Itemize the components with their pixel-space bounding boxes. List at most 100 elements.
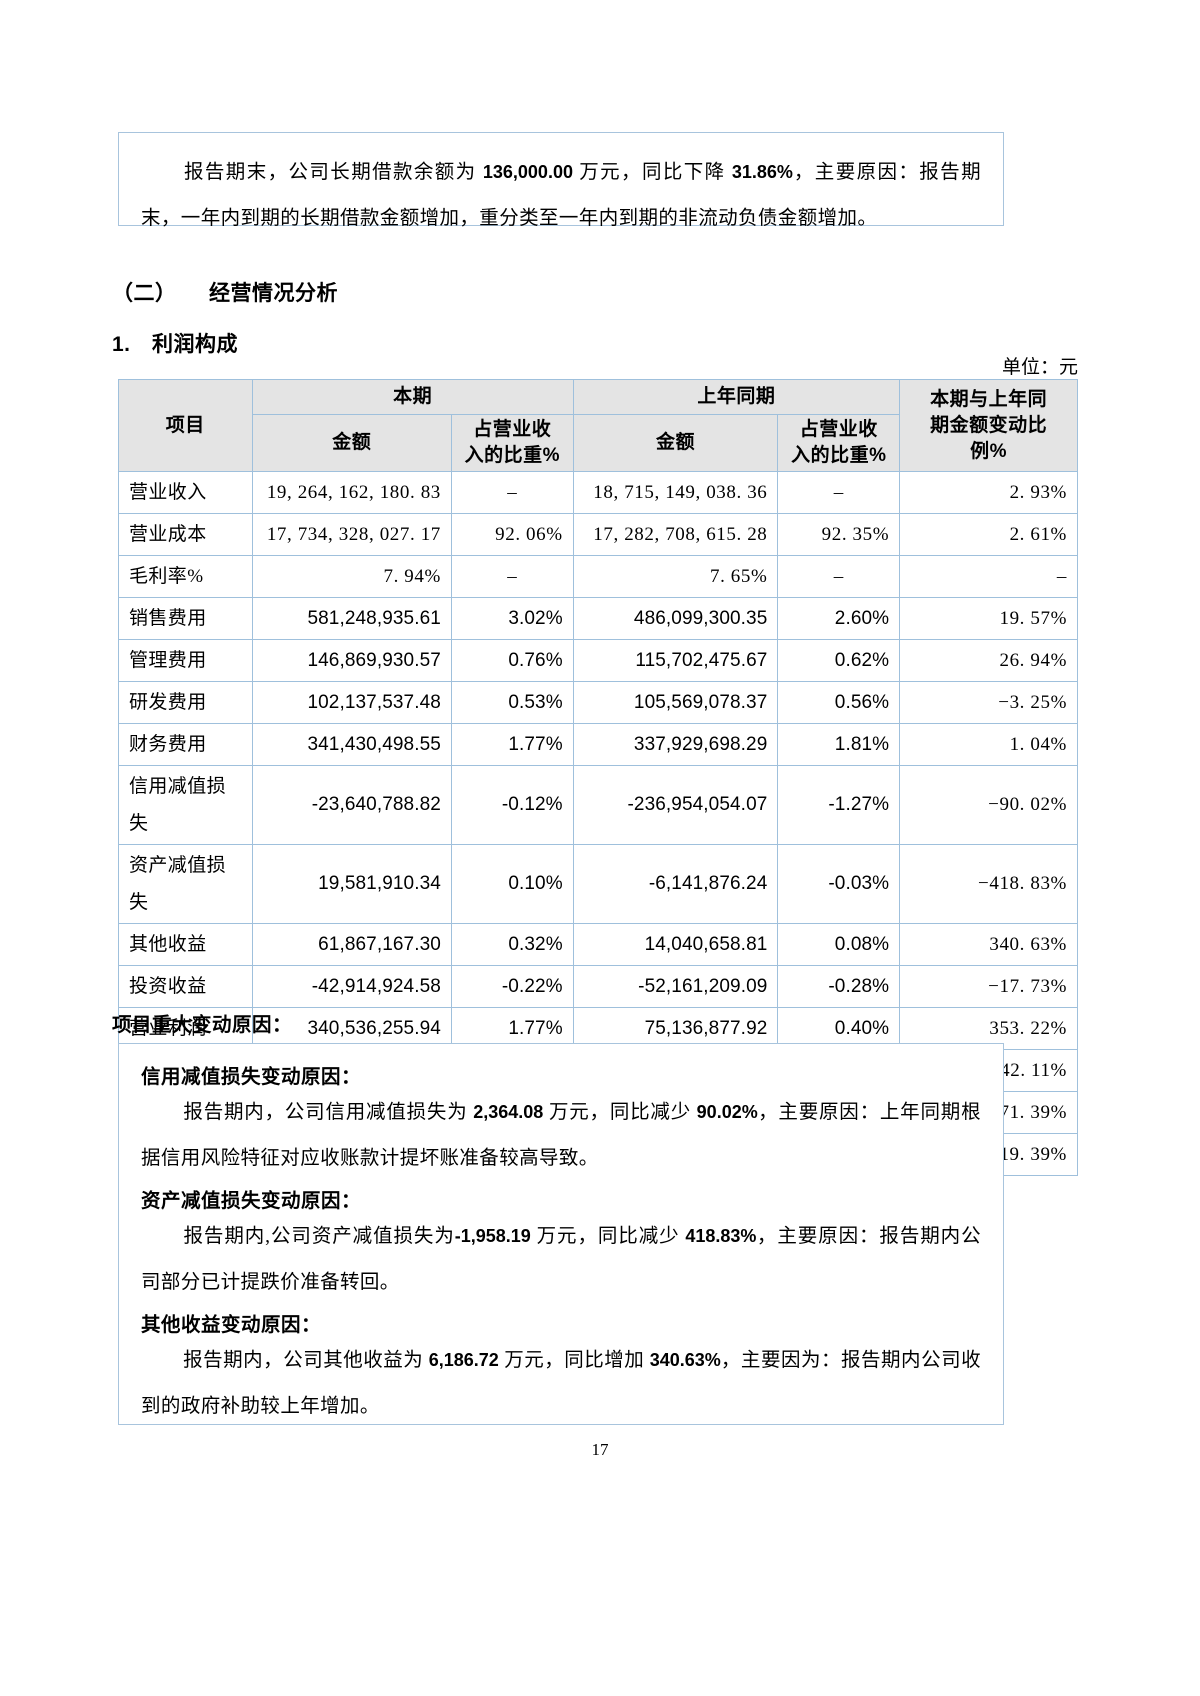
loan-change-pct: 31.86% xyxy=(731,162,793,182)
asset-impairment-reason-title: 资产减值损失变动原因： xyxy=(141,1190,362,1212)
cell-cur-amount: 102,137,537.48 xyxy=(251,681,452,724)
header-prior-ratio-line1: 占营业收 xyxy=(799,419,878,440)
table-header-row-bottom: 金额 占营业收 入的比重% 金额 占营业收 入的比重% xyxy=(119,414,1078,472)
header-prior-period: 上年同期 xyxy=(572,379,901,415)
major-change-reasons-callout: 信用减值损失变动原因： 报告期内，公司信用减值损失为 2,364.08 万元，同… xyxy=(118,1043,1004,1425)
cell-change-ratio: – xyxy=(899,555,1078,598)
other-text-line2: 政府补助较上年增加。 xyxy=(180,1396,380,1417)
cell-pri-ratio: -0.03% xyxy=(777,844,901,924)
cell-cur-ratio: – xyxy=(450,471,574,514)
header-item: 项目 xyxy=(118,379,253,472)
cell-pri-amount: -52,161,209.09 xyxy=(572,965,779,1008)
credit-text-a: 报告期内，公司信用减值损失为 xyxy=(183,1102,468,1123)
cell-cur-ratio: 92. 06% xyxy=(450,513,574,556)
header-prior-ratio-line2: 入的比重% xyxy=(791,445,887,466)
row-item-label: 销售费用 xyxy=(118,597,253,640)
cell-cur-amount: 19, 264, 162, 180. 83 xyxy=(251,471,452,514)
loan-text-line2: 内到期的长期借款金额增加，重分类至一年内到期的非流动负债金额增加。 xyxy=(220,208,878,229)
cell-change-ratio: −418. 83% xyxy=(899,844,1078,924)
row-item-label: 营业成本 xyxy=(118,513,253,556)
cell-change-ratio: 26. 94% xyxy=(899,639,1078,682)
cell-cur-ratio: 0.53% xyxy=(450,681,574,724)
cell-pri-amount: 486,099,300.35 xyxy=(572,597,779,640)
asset-impairment-reason-paragraph: 报告期内,公司资产减值损失为-1,958.19 万元，同比减少 418.83%，… xyxy=(141,1213,981,1306)
asset-text-b: 万元，同比减少 xyxy=(536,1226,680,1247)
section-heading-two: （二） 经营情况分析 xyxy=(112,282,338,305)
table-row: 销售费用 581,248,935.61 3.02% 486,099,300.35 2.6… xyxy=(118,597,1078,640)
page-number: 17 xyxy=(591,1440,609,1459)
table-row: 管理费用 146,869,930.57 0.76% 115,702,475.67 0.6… xyxy=(118,639,1078,682)
cell-change-ratio: −90. 02% xyxy=(899,765,1078,845)
header-current-amount: 金额 xyxy=(251,414,452,472)
other-income-reason-paragraph: 报告期内，公司其他收益为 6,186.72 万元，同比增加 340.63%，主要… xyxy=(141,1337,981,1430)
header-current-ratio-line1: 占营业收 xyxy=(473,419,552,440)
table-row: 营业利润 340,536,255.94 1.77% 75,136,877.92 0.40… xyxy=(118,1007,1078,1050)
loan-amount: 136,000.00 xyxy=(482,162,573,182)
table-row: 毛利率% 7. 94% –7. 65% – – xyxy=(118,555,1078,598)
header-prior-ratio: 占营业收 入的比重% xyxy=(777,414,901,472)
other-text-c: ，主要因为：报告期内公司收到的 xyxy=(141,1350,982,1417)
asset-change-pct: 418.83% xyxy=(685,1226,757,1246)
loan-text-a: 报告期末，公司长期借款余额为 xyxy=(183,162,477,183)
cell-pri-ratio: 1.81% xyxy=(777,723,901,766)
cell-cur-amount: 341,430,498.55 xyxy=(251,723,452,766)
cell-pri-ratio: 0.40% xyxy=(777,1007,901,1050)
other-text-a: 报告期内，公司其他收益为 xyxy=(183,1350,424,1371)
table-row: 营业收入 19, 264, 162, 180. 83–18, 715, 149, … xyxy=(118,471,1078,514)
table-row: 其他收益 61,867,167.30 0.32% 14,040,658.81 0.08%… xyxy=(118,923,1078,966)
cell-cur-ratio: 0.76% xyxy=(450,639,574,682)
cell-pri-ratio: 92. 35% xyxy=(777,513,901,556)
cell-cur-amount: 17, 734, 328, 027. 17 xyxy=(251,513,452,556)
other-change-pct: 340.63% xyxy=(649,1350,721,1370)
cell-pri-amount: 17, 282, 708, 615. 28 xyxy=(572,513,779,556)
cell-cur-amount: 19,581,910.34 xyxy=(251,844,452,924)
row-item-label: 其他收益 xyxy=(118,923,253,966)
cell-change-ratio: 2. 61% xyxy=(899,513,1078,556)
cell-pri-ratio: – xyxy=(777,555,901,598)
cell-cur-amount: -23,640,788.82 xyxy=(251,765,452,845)
cell-cur-ratio: 0.32% xyxy=(450,923,574,966)
cell-pri-ratio: 0.62% xyxy=(777,639,901,682)
cell-pri-ratio: -0.28% xyxy=(777,965,901,1008)
cell-change-ratio: 1. 04% xyxy=(899,723,1078,766)
asset-amount: -1,958.19 xyxy=(454,1226,531,1246)
cell-pri-ratio: 0.56% xyxy=(777,681,901,724)
cell-pri-ratio: 2.60% xyxy=(777,597,901,640)
header-prior-amount: 金额 xyxy=(572,414,779,472)
table-row: 资产减值损失 19,581,910.34 0.10% -6,141,876.24 -0.… xyxy=(118,844,1078,924)
row-item-label: 营业利润 xyxy=(118,1007,253,1050)
long-term-loan-paragraph: 报告期末，公司长期借款余额为 136,000.00 万元，同比下降 31.86%… xyxy=(141,149,981,242)
table-row: 信用减值损失 -23,640,788.82 -0.12% -236,954,054.0… xyxy=(118,765,1078,845)
table-row: 投资收益 -42,914,924.58 -0.22% -52,161,209.09 -0… xyxy=(118,965,1078,1008)
header-current-period: 本期 xyxy=(251,379,574,415)
credit-amount: 2,364.08 xyxy=(473,1102,544,1122)
row-item-label: 投资收益 xyxy=(118,965,253,1008)
credit-impairment-reason-paragraph: 报告期内，公司信用减值损失为 2,364.08 万元，同比减少 90.02%，主… xyxy=(141,1089,981,1182)
cell-pri-amount: 14,040,658.81 xyxy=(572,923,779,966)
cell-pri-amount: 7. 65% xyxy=(572,555,779,598)
table-header-row-top: 项目 本期 上年同期 本期与上年同 期金额变动比 例% xyxy=(118,379,1078,472)
cell-cur-amount: 581,248,935.61 xyxy=(251,597,452,640)
row-item-label: 管理费用 xyxy=(118,639,253,682)
cell-pri-amount: -6,141,876.24 xyxy=(572,844,779,924)
subsection-heading-profit-composition: 1. 利润构成 xyxy=(112,333,239,356)
cell-cur-amount: 146,869,930.57 xyxy=(251,639,452,682)
cell-cur-amount: 7. 94% xyxy=(251,555,452,598)
other-text-b: 万元，同比增加 xyxy=(504,1350,645,1371)
cell-cur-ratio: 1.77% xyxy=(450,723,574,766)
profit-table-body: 营业收入 19, 264, 162, 180. 83–18, 715, 149, … xyxy=(118,471,1078,1176)
asset-text-c: ，主要原因：报告期内公司部分 xyxy=(141,1226,981,1293)
cell-change-ratio: 2. 93% xyxy=(899,471,1078,514)
cell-cur-ratio: 3.02% xyxy=(450,597,574,640)
cell-pri-amount: 18, 715, 149, 038. 36 xyxy=(572,471,779,514)
cell-pri-ratio: 0.08% xyxy=(777,923,901,966)
cell-cur-ratio: 0.10% xyxy=(450,844,574,924)
cell-cur-ratio: 1.77% xyxy=(450,1007,574,1050)
cell-cur-amount: 61,867,167.30 xyxy=(251,923,452,966)
cell-cur-amount: 340,536,255.94 xyxy=(251,1007,452,1050)
unit-label: 单位：元 xyxy=(1001,357,1078,378)
table-row: 财务费用 341,430,498.55 1.77% 337,929,698.29 1.8… xyxy=(118,723,1078,766)
row-item-label: 营业收入 xyxy=(118,471,253,514)
loan-text-b: 万元，同比下降 xyxy=(579,162,726,183)
